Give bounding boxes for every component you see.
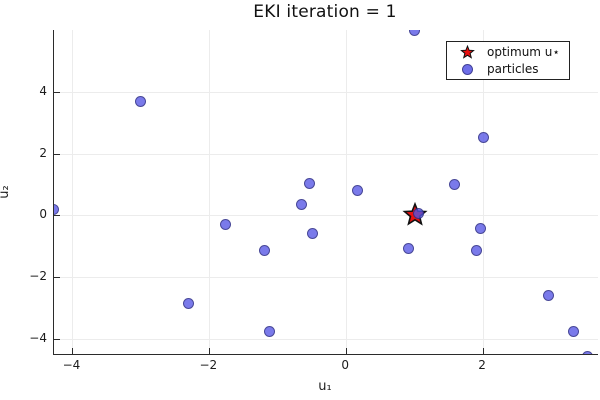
particle-marker: [449, 179, 461, 191]
gridline-y: [54, 338, 598, 340]
particle-marker: [182, 298, 194, 310]
y-axis-label: u₂: [0, 185, 13, 199]
circle-icon: [447, 63, 487, 75]
particle-marker: [477, 132, 489, 144]
x-tick-label: −4: [62, 358, 81, 372]
gridline-y: [54, 277, 598, 278]
gridline-y: [54, 92, 598, 94]
x-tick-label: 0: [341, 358, 349, 372]
particle-marker: [259, 244, 271, 256]
particle-marker: [134, 96, 146, 108]
star-icon: [447, 44, 487, 60]
y-tick-label: 0: [39, 207, 47, 222]
x-axis-label: u₁: [318, 379, 332, 394]
particle-marker: [220, 219, 232, 231]
legend-label-optimum: optimum u⋆: [487, 45, 560, 59]
particle-marker: [567, 326, 579, 338]
particle-marker: [295, 199, 307, 211]
x-tick-label: −2: [199, 358, 218, 372]
chart-title: EKI iteration = 1: [253, 2, 397, 22]
particle-marker: [542, 290, 554, 302]
x-tick-mark: [209, 348, 211, 354]
y-tick-label: −2: [29, 269, 47, 283]
y-tick-mark: [54, 153, 60, 155]
gridline-x: [483, 30, 485, 354]
gridline-x: [209, 30, 211, 354]
plot-area: [53, 30, 598, 355]
legend-label-particles: particles: [487, 62, 539, 76]
y-tick-mark: [54, 338, 60, 340]
y-tick-label: 2: [39, 145, 47, 160]
legend-item-particles: particles: [447, 61, 569, 77]
y-tick-mark: [54, 277, 60, 278]
particle-marker: [54, 203, 59, 215]
particle-marker: [402, 243, 414, 255]
x-tick-label: 2: [478, 358, 486, 372]
particle-marker: [409, 30, 421, 37]
gridline-y: [54, 153, 598, 155]
particle-marker: [351, 185, 363, 197]
gridline-y: [54, 215, 598, 217]
y-tick-mark: [54, 215, 60, 217]
y-tick-label: −4: [29, 330, 47, 345]
legend: optimum u⋆ particles: [446, 41, 570, 80]
x-tick-mark: [72, 348, 74, 354]
particle-marker: [471, 245, 483, 257]
particle-marker: [413, 207, 425, 219]
y-tick-label: 4: [39, 84, 47, 99]
legend-item-optimum: optimum u⋆: [447, 44, 569, 60]
gridline-x: [72, 30, 74, 354]
particle-marker: [264, 325, 276, 337]
x-tick-mark: [346, 348, 348, 354]
gridline-x: [346, 30, 348, 354]
y-tick-mark: [54, 92, 60, 94]
particle-marker: [475, 223, 487, 235]
particle-marker: [582, 350, 594, 354]
x-tick-mark: [483, 348, 485, 354]
particle-marker: [303, 177, 315, 189]
particle-marker: [307, 228, 319, 240]
